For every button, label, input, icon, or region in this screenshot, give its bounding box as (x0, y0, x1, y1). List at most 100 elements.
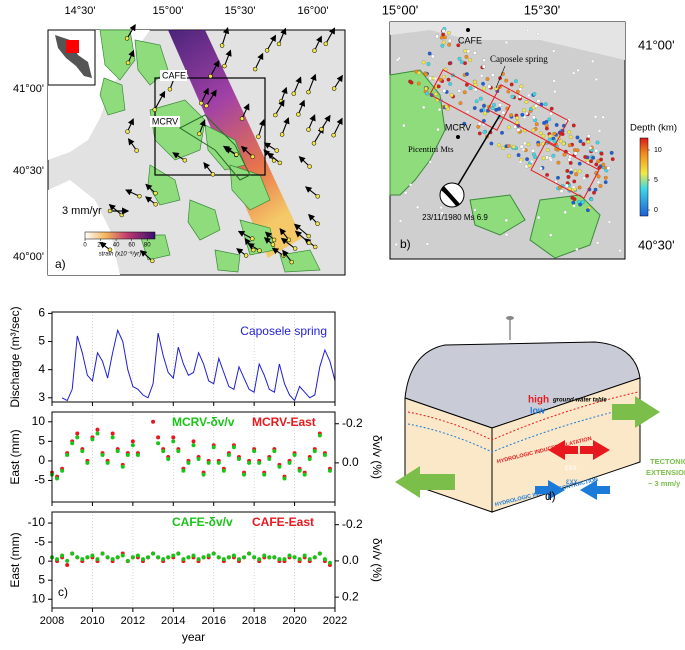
gps-arrow (198, 119, 206, 134)
quake (541, 156, 546, 161)
gps-site (279, 132, 285, 137)
data-point (146, 555, 151, 560)
quake (523, 115, 527, 119)
gps-site (306, 89, 311, 95)
quake (421, 60, 426, 65)
y2-tick-label: 0.2 (342, 589, 359, 603)
quake (441, 40, 446, 45)
station-label: MCRV (445, 122, 471, 132)
gps-site (204, 103, 209, 109)
y-tick-label: -10 (28, 515, 46, 529)
quake (409, 183, 413, 187)
gps-arrow (293, 223, 310, 237)
quake (609, 150, 614, 155)
quake (572, 185, 576, 189)
quake (599, 151, 604, 156)
data-point (327, 468, 332, 473)
gps-site (222, 63, 227, 69)
data-point (242, 555, 247, 560)
quake (479, 108, 484, 113)
y-tick-label: -5 (34, 534, 45, 548)
data-point (231, 553, 236, 558)
data-point (156, 555, 161, 560)
data-point (156, 435, 161, 440)
data-point (135, 553, 140, 558)
data-point (247, 551, 252, 556)
quake (509, 82, 514, 87)
colorbar-tick-label: 10 (654, 147, 662, 154)
quake (511, 144, 516, 149)
data-point (206, 553, 211, 558)
quake (567, 130, 572, 135)
gps-arrow (222, 145, 237, 156)
quake (541, 134, 546, 138)
focal-quadrant (441, 186, 460, 206)
quake (525, 111, 529, 115)
gps-arrow (237, 230, 253, 240)
y-tick-label: -5 (34, 473, 45, 487)
y2-tick-label: -0.2 (342, 517, 363, 531)
gps-site (286, 237, 292, 243)
y-tick-label: 0 (38, 453, 45, 467)
gps-site (292, 246, 298, 251)
y2-axis-label: δv/v (%) (370, 435, 384, 479)
quake (524, 100, 529, 104)
gps-site (273, 112, 278, 118)
gps-arrow (172, 152, 186, 161)
quake (559, 139, 563, 144)
data-point (75, 431, 80, 436)
plot-background (52, 312, 335, 402)
quake (545, 172, 549, 177)
quake (573, 151, 578, 156)
quake (552, 79, 556, 83)
quake (547, 137, 552, 142)
quake (603, 180, 608, 185)
legend-entry: CAFE-δv/v (172, 515, 233, 529)
quake (577, 169, 582, 174)
x-tick-label: 2018 (242, 615, 266, 627)
quake (525, 157, 529, 162)
quake (545, 148, 550, 152)
gps-site (197, 131, 202, 137)
quake (591, 155, 596, 160)
y-tick-label: 4 (38, 362, 45, 376)
station (456, 135, 460, 139)
quake (448, 82, 453, 86)
gps-site (119, 212, 125, 218)
quake (482, 103, 486, 108)
lat-label: 41°00' (13, 83, 44, 95)
quake (596, 241, 600, 245)
gps-site (234, 152, 239, 157)
data-point (221, 557, 226, 562)
plot-frame (51, 311, 336, 403)
gps-site (125, 129, 130, 134)
data-point (65, 453, 70, 458)
quake (433, 77, 437, 81)
quake (576, 68, 580, 72)
gps-arrow (254, 52, 264, 70)
gps-arrow (127, 138, 138, 151)
quake (534, 104, 539, 108)
quake (577, 185, 582, 190)
strain-colorbar (84, 231, 156, 240)
data-point (196, 456, 201, 461)
y-tick-label: 0 (38, 553, 45, 567)
quake (575, 135, 580, 140)
quake (531, 128, 536, 133)
quake (581, 142, 586, 146)
quake (596, 174, 601, 179)
data-point (156, 441, 161, 446)
quake (490, 73, 495, 77)
data-point (80, 557, 85, 562)
gps-site (264, 48, 270, 53)
quake (461, 127, 465, 131)
lon-label: 15°00' (153, 5, 184, 17)
y-tick-label: 5 (38, 572, 45, 586)
quake (435, 34, 439, 39)
quake (402, 124, 406, 128)
gps-arrow (333, 74, 343, 89)
gps-site (276, 41, 282, 47)
gps-site (152, 107, 157, 112)
gps-arrow (282, 249, 293, 263)
